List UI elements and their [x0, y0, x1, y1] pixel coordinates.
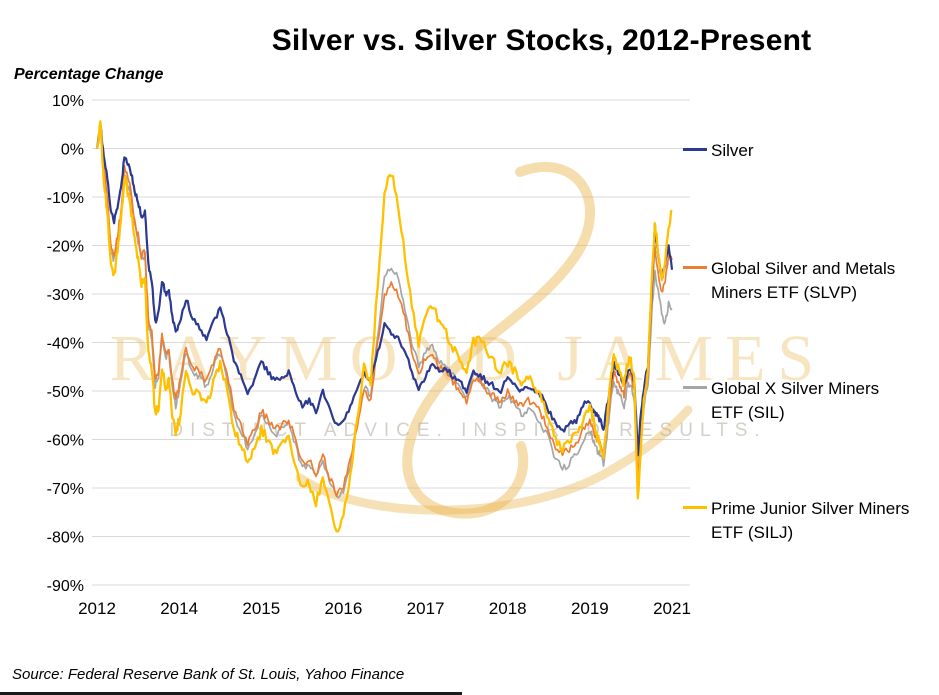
- y-tick-label: -20%: [47, 239, 84, 256]
- y-tick-label: -30%: [47, 287, 84, 304]
- y-tick-label: -10%: [47, 190, 84, 207]
- slvp-line-swatch: [683, 266, 707, 269]
- watermark-flourish: [402, 162, 596, 519]
- watermark-flourish-underline: [295, 405, 693, 515]
- legend-label-sil: Global X Silver Miners ETF (SIL): [711, 379, 880, 422]
- x-tick-label: 2015: [242, 599, 280, 618]
- source-note: Source: Federal Reserve Bank of St. Loui…: [12, 666, 405, 683]
- x-tick-label: 2014: [160, 599, 198, 618]
- sil-line-swatch: [683, 386, 707, 389]
- legend-label-slvp: Global Silver and Metals Miners ETF (SLV…: [711, 259, 896, 302]
- y-tick-label: -70%: [47, 481, 84, 498]
- x-tick-label: 2017: [407, 599, 445, 618]
- x-tick-label: 2019: [571, 599, 609, 618]
- series-line-1: [96, 124, 673, 498]
- y-tick-label: 0%: [61, 142, 84, 159]
- legend-item-slvp: Global Silver and Metals Miners ETF (SLV…: [683, 257, 911, 305]
- x-tick-label: 2018: [489, 599, 527, 618]
- legend-item-sil: Global X Silver Miners ETF (SIL): [683, 377, 911, 425]
- x-tick-label: 2021: [653, 599, 691, 618]
- series-lines: [95, 120, 674, 533]
- legend: Silver Global Silver and Metals Miners E…: [683, 0, 937, 695]
- silver-line-swatch: [683, 148, 707, 151]
- y-tick-label: 10%: [52, 93, 84, 110]
- y-tick-label: -40%: [47, 336, 84, 353]
- chart-title: Silver vs. Silver Stocks, 2012-Present: [271, 24, 812, 57]
- legend-label-silver: Silver: [711, 141, 754, 160]
- gridlines: 10% 0% -10% -20% -30% -40% -50% -60% -70% -80% -90…: [47, 93, 690, 595]
- silj-line-swatch: [683, 506, 707, 509]
- y-tick-label: -90%: [47, 578, 84, 595]
- watermark-tagline-text: DISTINCT ADVICE. INSPIRED RESULTS.: [169, 420, 766, 441]
- legend-label-silj: Prime Junior Silver Miners ETF (SILJ): [711, 499, 910, 542]
- y-tick-label: -50%: [47, 384, 84, 401]
- x-tick-label: 2012: [78, 599, 116, 618]
- series-line-2: [96, 129, 673, 499]
- series-line-0: [95, 123, 674, 457]
- x-tick-label: 2016: [325, 599, 363, 618]
- bottom-divider: [0, 692, 462, 695]
- y-tick-label: -60%: [47, 433, 84, 450]
- legend-item-silver: Silver: [683, 139, 911, 163]
- y-axis-title: Percentage Change: [14, 66, 164, 83]
- series-line-3: [95, 120, 673, 533]
- x-axis-labels: 2012 2014 2015 2016 2017 2018 2019 2021: [78, 599, 691, 618]
- legend-item-silj: Prime Junior Silver Miners ETF (SILJ): [683, 497, 911, 545]
- y-tick-label: -80%: [47, 530, 84, 547]
